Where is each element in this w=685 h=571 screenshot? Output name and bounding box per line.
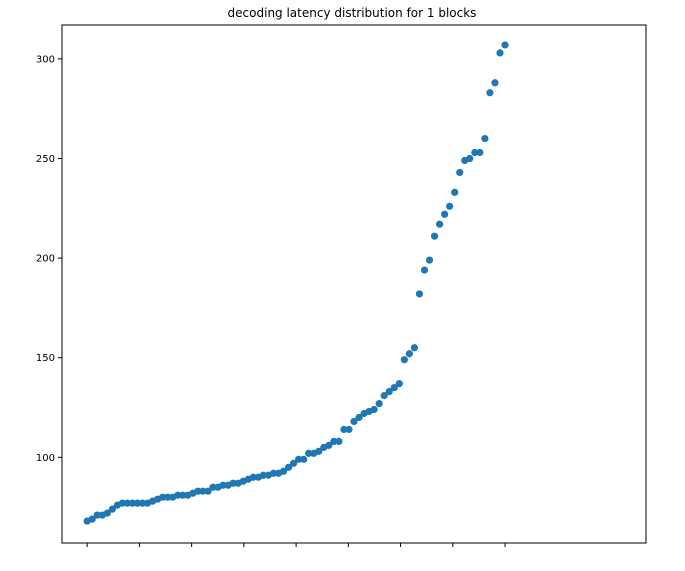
data-point <box>194 487 202 495</box>
data-point <box>446 202 454 210</box>
data-point <box>425 256 434 264</box>
data-point <box>400 356 408 364</box>
data-point <box>491 79 499 87</box>
data-point <box>199 487 207 495</box>
y-tick-label: 100 <box>36 453 55 464</box>
data-point <box>229 479 237 487</box>
data-point <box>305 449 313 457</box>
data-point <box>118 499 127 507</box>
data-point <box>209 483 217 491</box>
data-point <box>420 266 429 274</box>
data-point <box>466 154 474 163</box>
data-point <box>164 493 172 501</box>
data-point <box>471 148 479 157</box>
data-point <box>269 469 278 477</box>
data-point <box>375 399 383 408</box>
data-point <box>405 350 413 358</box>
data-point <box>108 505 116 513</box>
data-point <box>88 515 96 523</box>
data-point <box>93 511 101 519</box>
data-point <box>284 463 293 471</box>
data-point <box>325 441 333 449</box>
data-point <box>315 447 323 455</box>
data-point <box>174 491 182 499</box>
data-point <box>410 344 419 352</box>
data-point <box>355 413 363 422</box>
data-point <box>385 387 393 396</box>
data-points <box>83 41 509 525</box>
data-point <box>390 384 398 392</box>
data-point <box>179 491 187 499</box>
data-point <box>451 188 459 196</box>
data-point <box>430 232 439 240</box>
data-point <box>345 425 353 434</box>
data-point <box>350 417 358 426</box>
y-tick-label: 200 <box>36 254 55 265</box>
y-axis: 100 150 200 250 300 <box>36 54 62 464</box>
data-point <box>133 499 142 507</box>
data-point <box>481 134 489 143</box>
data-point <box>219 481 227 489</box>
data-point <box>259 471 267 479</box>
data-point <box>138 499 147 507</box>
data-point <box>289 459 298 467</box>
data-point <box>204 487 212 495</box>
data-point <box>295 455 303 463</box>
data-point <box>441 210 449 218</box>
data-point <box>128 499 137 507</box>
y-tick-label: 150 <box>36 353 55 364</box>
data-point <box>249 473 257 481</box>
chart-title: decoding latency distribution for 1 bloc… <box>228 6 477 20</box>
data-point <box>456 168 464 177</box>
y-tick-label: 250 <box>36 154 55 165</box>
data-point <box>501 41 509 49</box>
data-point <box>370 405 378 414</box>
data-point <box>486 89 494 97</box>
data-point <box>103 509 111 517</box>
data-point <box>496 49 504 57</box>
data-point <box>330 437 338 445</box>
data-point <box>380 391 388 400</box>
data-point <box>300 455 308 463</box>
data-point <box>159 493 167 501</box>
data-point <box>415 290 424 298</box>
plot-frame <box>61 24 647 544</box>
data-point <box>335 437 343 445</box>
data-point <box>435 220 444 228</box>
y-tick-label: 300 <box>36 54 55 65</box>
data-point <box>340 425 348 434</box>
x-axis <box>86 543 506 547</box>
data-point <box>279 467 288 475</box>
data-point <box>476 148 484 157</box>
data-point <box>123 499 132 507</box>
data-point <box>395 380 403 388</box>
